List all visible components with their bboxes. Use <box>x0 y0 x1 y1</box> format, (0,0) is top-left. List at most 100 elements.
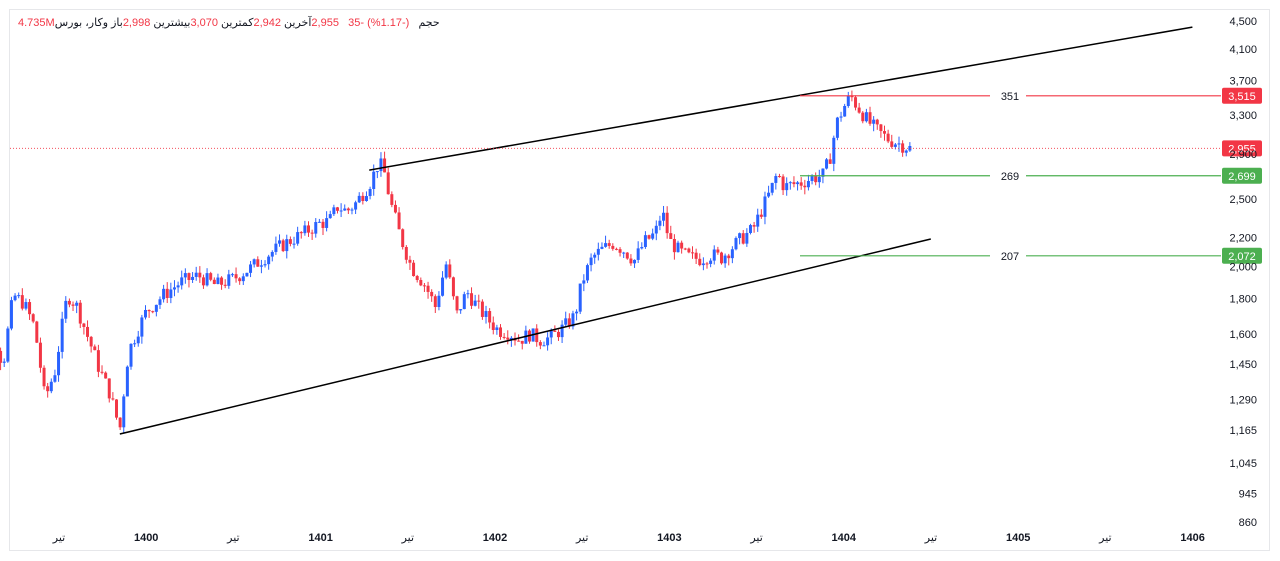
candle-body <box>383 158 387 173</box>
candle-body <box>669 233 673 239</box>
candle-body <box>339 210 343 212</box>
candle-body <box>459 309 463 311</box>
y-tick-label: 945 <box>1239 488 1257 500</box>
trendline <box>119 238 931 435</box>
symbol-name: وکار، بورس <box>54 17 109 29</box>
candle-body <box>212 279 216 285</box>
candle-body <box>640 247 644 249</box>
candle-body <box>825 159 829 169</box>
chart-frame <box>9 9 1270 551</box>
candle-body <box>520 340 524 344</box>
candle-body <box>325 218 329 228</box>
change-value: -35 <box>348 17 365 29</box>
candle-body <box>46 386 50 392</box>
candle-body <box>897 143 901 145</box>
candle-body <box>368 188 372 197</box>
candle-body <box>904 150 908 153</box>
symbol-legend: 4.735M حجم (-1.17%) -35 2,955آخرین 2,942ک… <box>18 16 440 29</box>
change-pct: (-1.17%) <box>367 17 410 29</box>
candle-body <box>575 311 579 314</box>
candle-body <box>238 278 242 282</box>
candle-body <box>864 112 868 122</box>
candle-body <box>723 255 727 264</box>
candle-body <box>759 214 763 217</box>
candle-body <box>35 321 39 343</box>
candle-body <box>136 336 140 344</box>
y-tick-label: 1,165 <box>1229 425 1257 437</box>
candle-body <box>176 285 180 288</box>
candle-body <box>495 327 499 330</box>
candle-body <box>354 202 358 210</box>
level-distance-label: 207 <box>1001 251 1019 263</box>
x-tick-label: 1402 <box>483 532 507 544</box>
candle-body <box>455 296 459 311</box>
candle-body <box>578 283 582 312</box>
candle-body <box>245 272 249 277</box>
candle-body <box>560 324 564 338</box>
candle-body <box>777 176 781 178</box>
candle-body <box>332 207 336 215</box>
candle-body <box>698 258 702 266</box>
candle-body <box>285 239 289 252</box>
level-badge-label: 2,072 <box>1228 251 1256 263</box>
x-tick-label: 1403 <box>657 532 681 544</box>
candle-body <box>346 208 350 211</box>
last-price-badge <box>1222 140 1262 157</box>
candle-body <box>17 295 21 297</box>
y-tick-label: 1,600 <box>1229 329 1257 341</box>
candle-body <box>270 251 274 257</box>
candle-body <box>477 300 481 302</box>
candle-body <box>647 235 651 239</box>
candle-body <box>803 185 807 188</box>
time-axis: تیر 1400 تیر 1401 تیر 1402 تیر 1403 تیر 1404 تیر 14… <box>52 532 1205 544</box>
y-tick-label: 1,800 <box>1229 293 1257 305</box>
candle-body <box>343 208 347 211</box>
candle-body <box>875 119 879 125</box>
x-tick-label: تیر <box>226 532 239 544</box>
candle-body <box>230 274 234 276</box>
candle-body <box>654 225 658 234</box>
x-tick-label: 1406 <box>1180 532 1204 544</box>
price-axis: 4,500 4,100 3,700 3,300 2,900 2,500 2,200 2,000… <box>1229 16 1257 529</box>
candle-body <box>643 235 647 248</box>
candle-body <box>625 252 629 259</box>
candle-body <box>259 265 263 267</box>
candle-body <box>350 209 354 211</box>
candle-body <box>78 302 82 324</box>
candle-body <box>832 137 836 164</box>
candle-body <box>796 182 800 185</box>
x-tick-label: تیر <box>1098 532 1111 544</box>
candle-body <box>883 131 887 134</box>
x-tick-label: تیر <box>924 532 937 544</box>
candle-body <box>107 378 111 399</box>
candle-body <box>788 182 792 184</box>
y-tick-label: 2,000 <box>1229 261 1257 273</box>
y-tick-label: 4,100 <box>1229 44 1257 56</box>
candle-body <box>879 124 883 132</box>
candle-body <box>205 273 209 286</box>
candle-body <box>187 273 191 280</box>
candle-body <box>665 212 669 234</box>
candle-body <box>372 171 376 189</box>
candle-body <box>546 337 550 346</box>
candle-body <box>491 322 495 330</box>
candle-body <box>140 317 144 337</box>
candle-body <box>680 242 684 249</box>
candle-body <box>854 97 858 108</box>
candle-body <box>60 318 64 352</box>
candle-body <box>357 195 361 203</box>
candle-body <box>676 242 680 253</box>
candle-body <box>571 313 575 327</box>
candle-body <box>600 246 604 249</box>
candle-body <box>662 212 666 221</box>
candle-body <box>422 285 426 287</box>
candle-body <box>118 417 122 428</box>
candle-body <box>415 276 419 280</box>
candle-body <box>886 133 890 142</box>
high-label: بیشترین <box>153 17 191 29</box>
candle-body <box>241 276 245 282</box>
candle-body <box>636 248 640 260</box>
candle-body <box>806 180 810 188</box>
y-tick-label: 2,900 <box>1229 149 1257 161</box>
